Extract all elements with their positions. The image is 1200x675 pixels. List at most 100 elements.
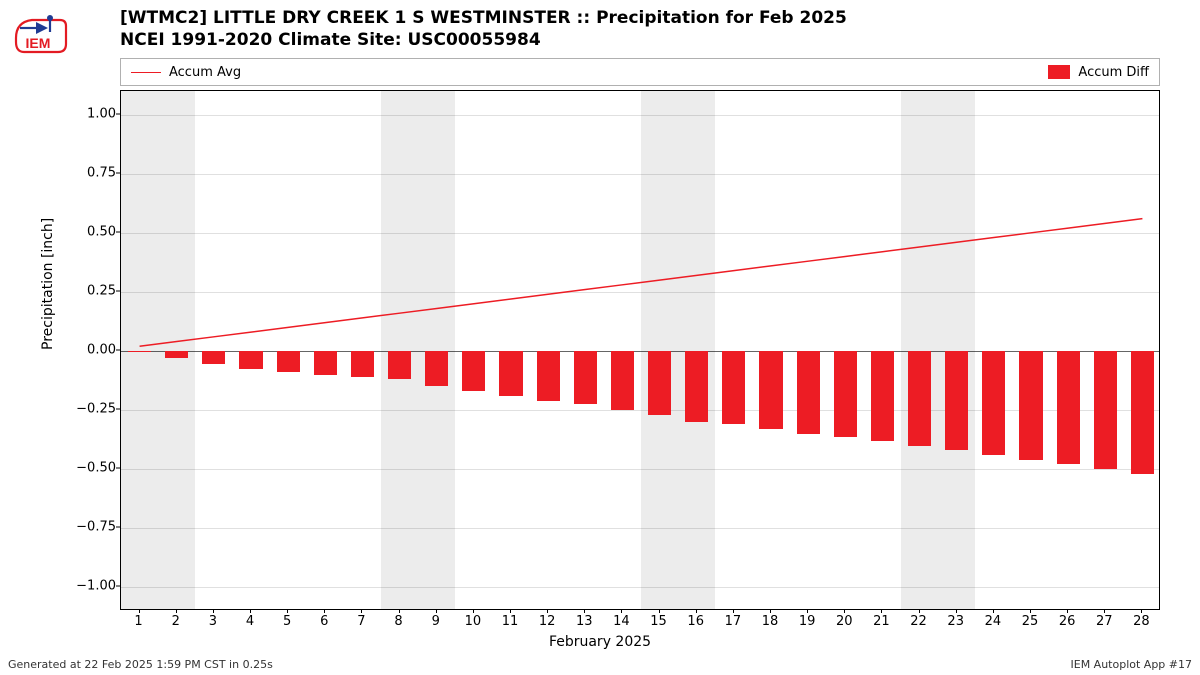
- accum-diff-bar: [277, 351, 300, 372]
- y-tick-mark: [116, 350, 120, 351]
- x-tick-mark: [287, 609, 288, 613]
- svg-text:IEM: IEM: [26, 35, 51, 51]
- accum-diff-bar: [574, 351, 597, 404]
- x-tick-label: 26: [1059, 614, 1076, 629]
- y-tick-label: 1.00: [56, 106, 116, 121]
- x-tick-mark: [584, 609, 585, 613]
- x-tick-label: 28: [1133, 614, 1150, 629]
- x-tick-mark: [510, 609, 511, 613]
- x-tick-label: 17: [725, 614, 742, 629]
- gridline: [121, 174, 1159, 175]
- accum-diff-bar: [1094, 351, 1117, 469]
- x-tick-mark: [881, 609, 882, 613]
- accum-diff-bar: [314, 351, 337, 375]
- title-line-1: [WTMC2] LITTLE DRY CREEK 1 S WESTMINSTER…: [120, 8, 847, 28]
- x-tick-mark: [176, 609, 177, 613]
- y-tick-label: −0.50: [56, 461, 116, 476]
- legend-line-swatch: [131, 72, 161, 73]
- x-tick-mark: [361, 609, 362, 613]
- x-tick-label: 14: [613, 614, 630, 629]
- x-tick-label: 22: [910, 614, 927, 629]
- x-tick-mark: [1141, 609, 1142, 613]
- x-tick-label: 8: [394, 614, 402, 629]
- title-line-2: NCEI 1991-2020 Climate Site: USC00055984: [120, 30, 541, 50]
- accum-diff-bar: [202, 351, 225, 364]
- weekend-band: [901, 91, 975, 609]
- x-tick-label: 25: [1022, 614, 1039, 629]
- x-tick-label: 6: [320, 614, 328, 629]
- x-tick-mark: [1104, 609, 1105, 613]
- legend-bar-label: Accum Diff: [1078, 65, 1149, 80]
- y-tick-label: 0.75: [56, 165, 116, 180]
- x-tick-label: 12: [539, 614, 556, 629]
- accum-diff-bar: [1019, 351, 1042, 460]
- y-tick-mark: [116, 172, 120, 173]
- x-tick-label: 2: [172, 614, 180, 629]
- accum-diff-bar: [388, 351, 411, 379]
- y-tick-label: −1.00: [56, 579, 116, 594]
- footer-generated: Generated at 22 Feb 2025 1:59 PM CST in …: [8, 658, 273, 671]
- y-tick-label: 0.25: [56, 283, 116, 298]
- x-tick-label: 19: [799, 614, 816, 629]
- x-tick-mark: [621, 609, 622, 613]
- y-tick-mark: [116, 409, 120, 410]
- accum-diff-bar: [722, 351, 745, 424]
- accum-diff-bar: [462, 351, 485, 391]
- x-tick-label: 13: [576, 614, 593, 629]
- x-tick-mark: [399, 609, 400, 613]
- accum-diff-bar: [982, 351, 1005, 455]
- accum-diff-bar: [351, 351, 374, 377]
- x-tick-mark: [993, 609, 994, 613]
- y-tick-label: 0.50: [56, 224, 116, 239]
- x-tick-label: 11: [502, 614, 519, 629]
- x-tick-label: 5: [283, 614, 291, 629]
- accum-diff-bar: [537, 351, 560, 401]
- x-tick-label: 18: [762, 614, 779, 629]
- gridline: [121, 528, 1159, 529]
- x-tick-mark: [250, 609, 251, 613]
- accum-diff-bar: [128, 351, 151, 352]
- x-tick-label: 10: [465, 614, 482, 629]
- gridline: [121, 115, 1159, 116]
- x-tick-mark: [1030, 609, 1031, 613]
- accum-diff-bar: [499, 351, 522, 396]
- iem-logo: IEM: [10, 8, 70, 58]
- x-tick-label: 21: [873, 614, 890, 629]
- footer-app: IEM Autoplot App #17: [1071, 658, 1193, 671]
- y-axis-label: Precipitation [inch]: [40, 218, 56, 350]
- x-tick-label: 15: [650, 614, 667, 629]
- accum-diff-bar: [759, 351, 782, 429]
- y-tick-mark: [116, 586, 120, 587]
- x-tick-mark: [696, 609, 697, 613]
- plot-area: [120, 90, 1160, 610]
- x-tick-label: 20: [836, 614, 853, 629]
- x-tick-mark: [807, 609, 808, 613]
- y-tick-label: 0.00: [56, 343, 116, 358]
- accum-diff-bar: [611, 351, 634, 410]
- x-tick-mark: [324, 609, 325, 613]
- gridline: [121, 233, 1159, 234]
- legend-line-label: Accum Avg: [169, 65, 241, 80]
- x-tick-mark: [659, 609, 660, 613]
- chart-root: IEM [WTMC2] LITTLE DRY CREEK 1 S WESTMIN…: [0, 0, 1200, 675]
- accum-diff-bar: [425, 351, 448, 386]
- accum-diff-bar: [1057, 351, 1080, 464]
- x-tick-label: 27: [1096, 614, 1113, 629]
- x-tick-mark: [733, 609, 734, 613]
- accum-diff-bar: [1131, 351, 1154, 474]
- accum-diff-bar: [834, 351, 857, 437]
- accum-diff-bar: [945, 351, 968, 450]
- gridline: [121, 292, 1159, 293]
- x-tick-label: 7: [357, 614, 365, 629]
- x-tick-mark: [919, 609, 920, 613]
- y-tick-mark: [116, 468, 120, 469]
- x-tick-mark: [213, 609, 214, 613]
- x-tick-label: 23: [947, 614, 964, 629]
- y-tick-mark: [116, 231, 120, 232]
- y-tick-mark: [116, 290, 120, 291]
- x-tick-label: 4: [246, 614, 254, 629]
- x-tick-mark: [956, 609, 957, 613]
- x-tick-label: 1: [134, 614, 142, 629]
- x-tick-mark: [770, 609, 771, 613]
- y-tick-mark: [116, 113, 120, 114]
